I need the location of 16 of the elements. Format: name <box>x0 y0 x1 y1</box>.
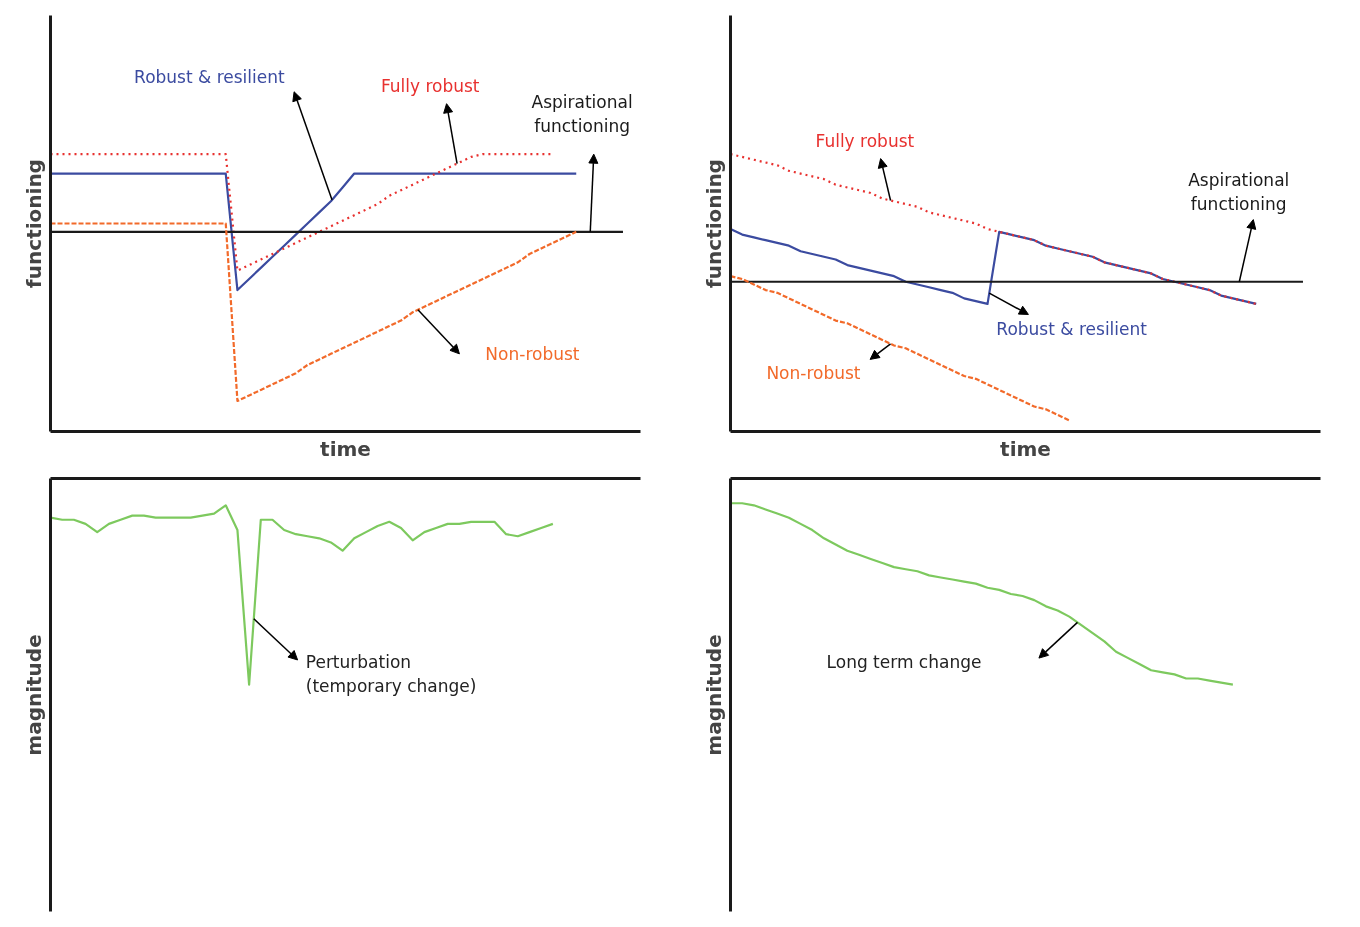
annotation: Perturbation (temporary change) <box>305 652 477 697</box>
y-axis-title: functioning <box>701 159 726 288</box>
series-label: Fully robust <box>815 131 915 152</box>
text: Robust & resilient <box>134 66 286 87</box>
text: Aspirational functioning <box>531 91 633 136</box>
series-label: Non-robust <box>766 362 861 383</box>
text: Fully robust <box>380 76 480 97</box>
y-axis-title: magnitude <box>21 634 46 756</box>
series-label: Robust & resilient <box>996 318 1148 339</box>
text: Aspirational functioning <box>1188 170 1290 215</box>
x-axis-title: time <box>1000 436 1051 461</box>
y-axis-title: functioning <box>21 159 46 288</box>
y-axis-title: magnitude <box>701 634 726 756</box>
annotation: Long term change <box>826 652 982 673</box>
x-axis-title: time <box>320 436 371 461</box>
text: Non-robust <box>485 343 580 364</box>
